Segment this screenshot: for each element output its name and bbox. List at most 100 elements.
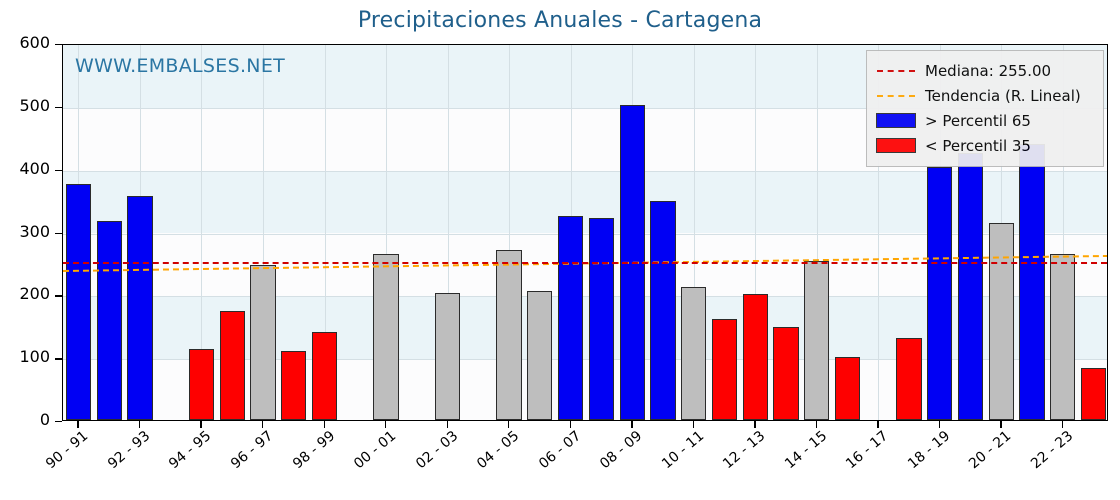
bar-15-16 [834,357,861,420]
x-tick-label: 02 - 03 [412,428,461,473]
gridline-vertical [201,45,202,420]
legend-item: Tendencia (R. Lineal) [875,83,1095,108]
chart-legend: Mediana: 255.00 Tendencia (R. Lineal) > Pe… [866,50,1104,167]
legend-label: > Percentil 65 [925,111,1031,130]
x-tick-label: 04 - 05 [474,428,523,473]
x-tick-mark [692,421,695,428]
bar-90-91 [65,184,91,420]
x-tick-mark [323,421,325,428]
legend-color-swatch [876,113,916,128]
x-tick-label: 00 - 01 [351,428,400,473]
y-tick-mark [55,169,62,172]
bar-96-97 [250,264,276,420]
y-tick-label: 100 [19,347,50,367]
gridline-vertical [694,45,695,420]
legend-item: < Percentil 35 [875,133,1095,158]
legend-label: Tendencia (R. Lineal) [925,86,1081,105]
bar-04-05 [496,249,522,420]
x-tick-mark [261,421,264,428]
legend-item: > Percentil 65 [875,108,1095,133]
bar-02-03 [434,293,461,420]
legend-label: < Percentil 35 [925,136,1031,155]
bar-22-23 [1050,253,1076,420]
x-tick-mark [877,421,879,428]
x-tick-label: 14 - 15 [781,428,831,473]
bar-17-18 [896,338,922,420]
y-tick-label: 0 [39,410,50,429]
x-tick-label: 22 - 23 [1027,428,1077,473]
x-tick-label: 06 - 07 [535,428,584,473]
legend-key-line [875,69,917,72]
x-tick-mark [385,421,387,428]
x-tick-mark [77,421,79,428]
gridline-vertical [755,45,756,420]
x-tick-label: 16 - 17 [843,428,892,473]
bar-20-21 [988,223,1014,420]
gridline-vertical [448,45,449,420]
bar-91-92 [96,221,122,420]
y-tick-mark [55,295,62,297]
y-tick-mark [55,44,62,46]
y-tick-mark [55,421,62,423]
x-tick-label: 18 - 19 [904,428,954,473]
x-tick-label: 12 - 13 [720,428,769,473]
y-tick-mark [55,232,62,234]
x-tick-mark [200,421,202,428]
gridline-horizontal [63,170,1107,172]
plot-area: WWW.EMBALSES.NET [62,44,1108,421]
gridline-horizontal [63,359,1107,361]
x-tick-mark [631,421,633,428]
x-tick-label: 10 - 11 [658,428,707,473]
bar-12-13 [742,293,768,420]
gridline-horizontal [63,107,1107,109]
gridline-vertical [509,45,510,420]
x-tick-mark [938,421,941,428]
y-tick-label: 600 [19,33,50,52]
legend-key-line [875,94,917,97]
bar-10-11 [681,287,707,420]
bar-21-22 [1019,143,1045,420]
x-tick-label: 92 - 93 [104,428,154,473]
x-tick-mark [815,421,818,428]
x-tick-label: 94 - 95 [166,428,215,473]
bar-13-14 [773,327,799,420]
x-tick-label: 20 - 21 [966,428,1015,473]
y-tick-label: 300 [19,221,50,241]
y-tick-label: 400 [19,158,50,178]
x-tick-mark [1000,421,1002,428]
x-tick-mark [138,421,141,428]
x-tick-mark [754,421,756,428]
legend-key-patch [875,138,917,153]
bar-19-20 [957,152,984,420]
x-tick-mark [1061,421,1064,428]
bar-00-01 [373,254,399,420]
gridline-vertical [325,45,326,420]
bar-11-12 [711,319,738,420]
bar-18-19 [927,166,953,420]
chart-title: Precipitaciones Anuales - Cartagena [357,8,763,33]
gridline-vertical [878,45,879,420]
legend-dash-swatch [877,94,915,97]
gridline-vertical [386,45,387,420]
bar-05-06 [527,290,553,420]
bar-09-10 [650,200,676,420]
gridline-vertical [263,45,264,420]
bar-98-99 [311,332,338,420]
bar-23-24 [1081,368,1107,420]
y-tick-mark [55,358,62,360]
bar-14-15 [804,261,830,420]
y-tick-label: 500 [19,95,50,115]
gridline-vertical [817,45,818,420]
legend-dash-swatch [877,69,915,72]
gridline-vertical [1063,45,1064,420]
bar-06-07 [558,215,584,420]
gridline-horizontal [63,296,1107,298]
median-line [63,261,1107,264]
x-tick-label: 90 - 91 [43,428,92,473]
bar-95-96 [219,310,245,420]
watermark-text: WWW.EMBALSES.NET [75,55,286,77]
x-tick-label: 96 - 97 [227,428,277,473]
bar-97-98 [281,350,307,420]
legend-item: Mediana: 255.00 [875,58,1095,83]
